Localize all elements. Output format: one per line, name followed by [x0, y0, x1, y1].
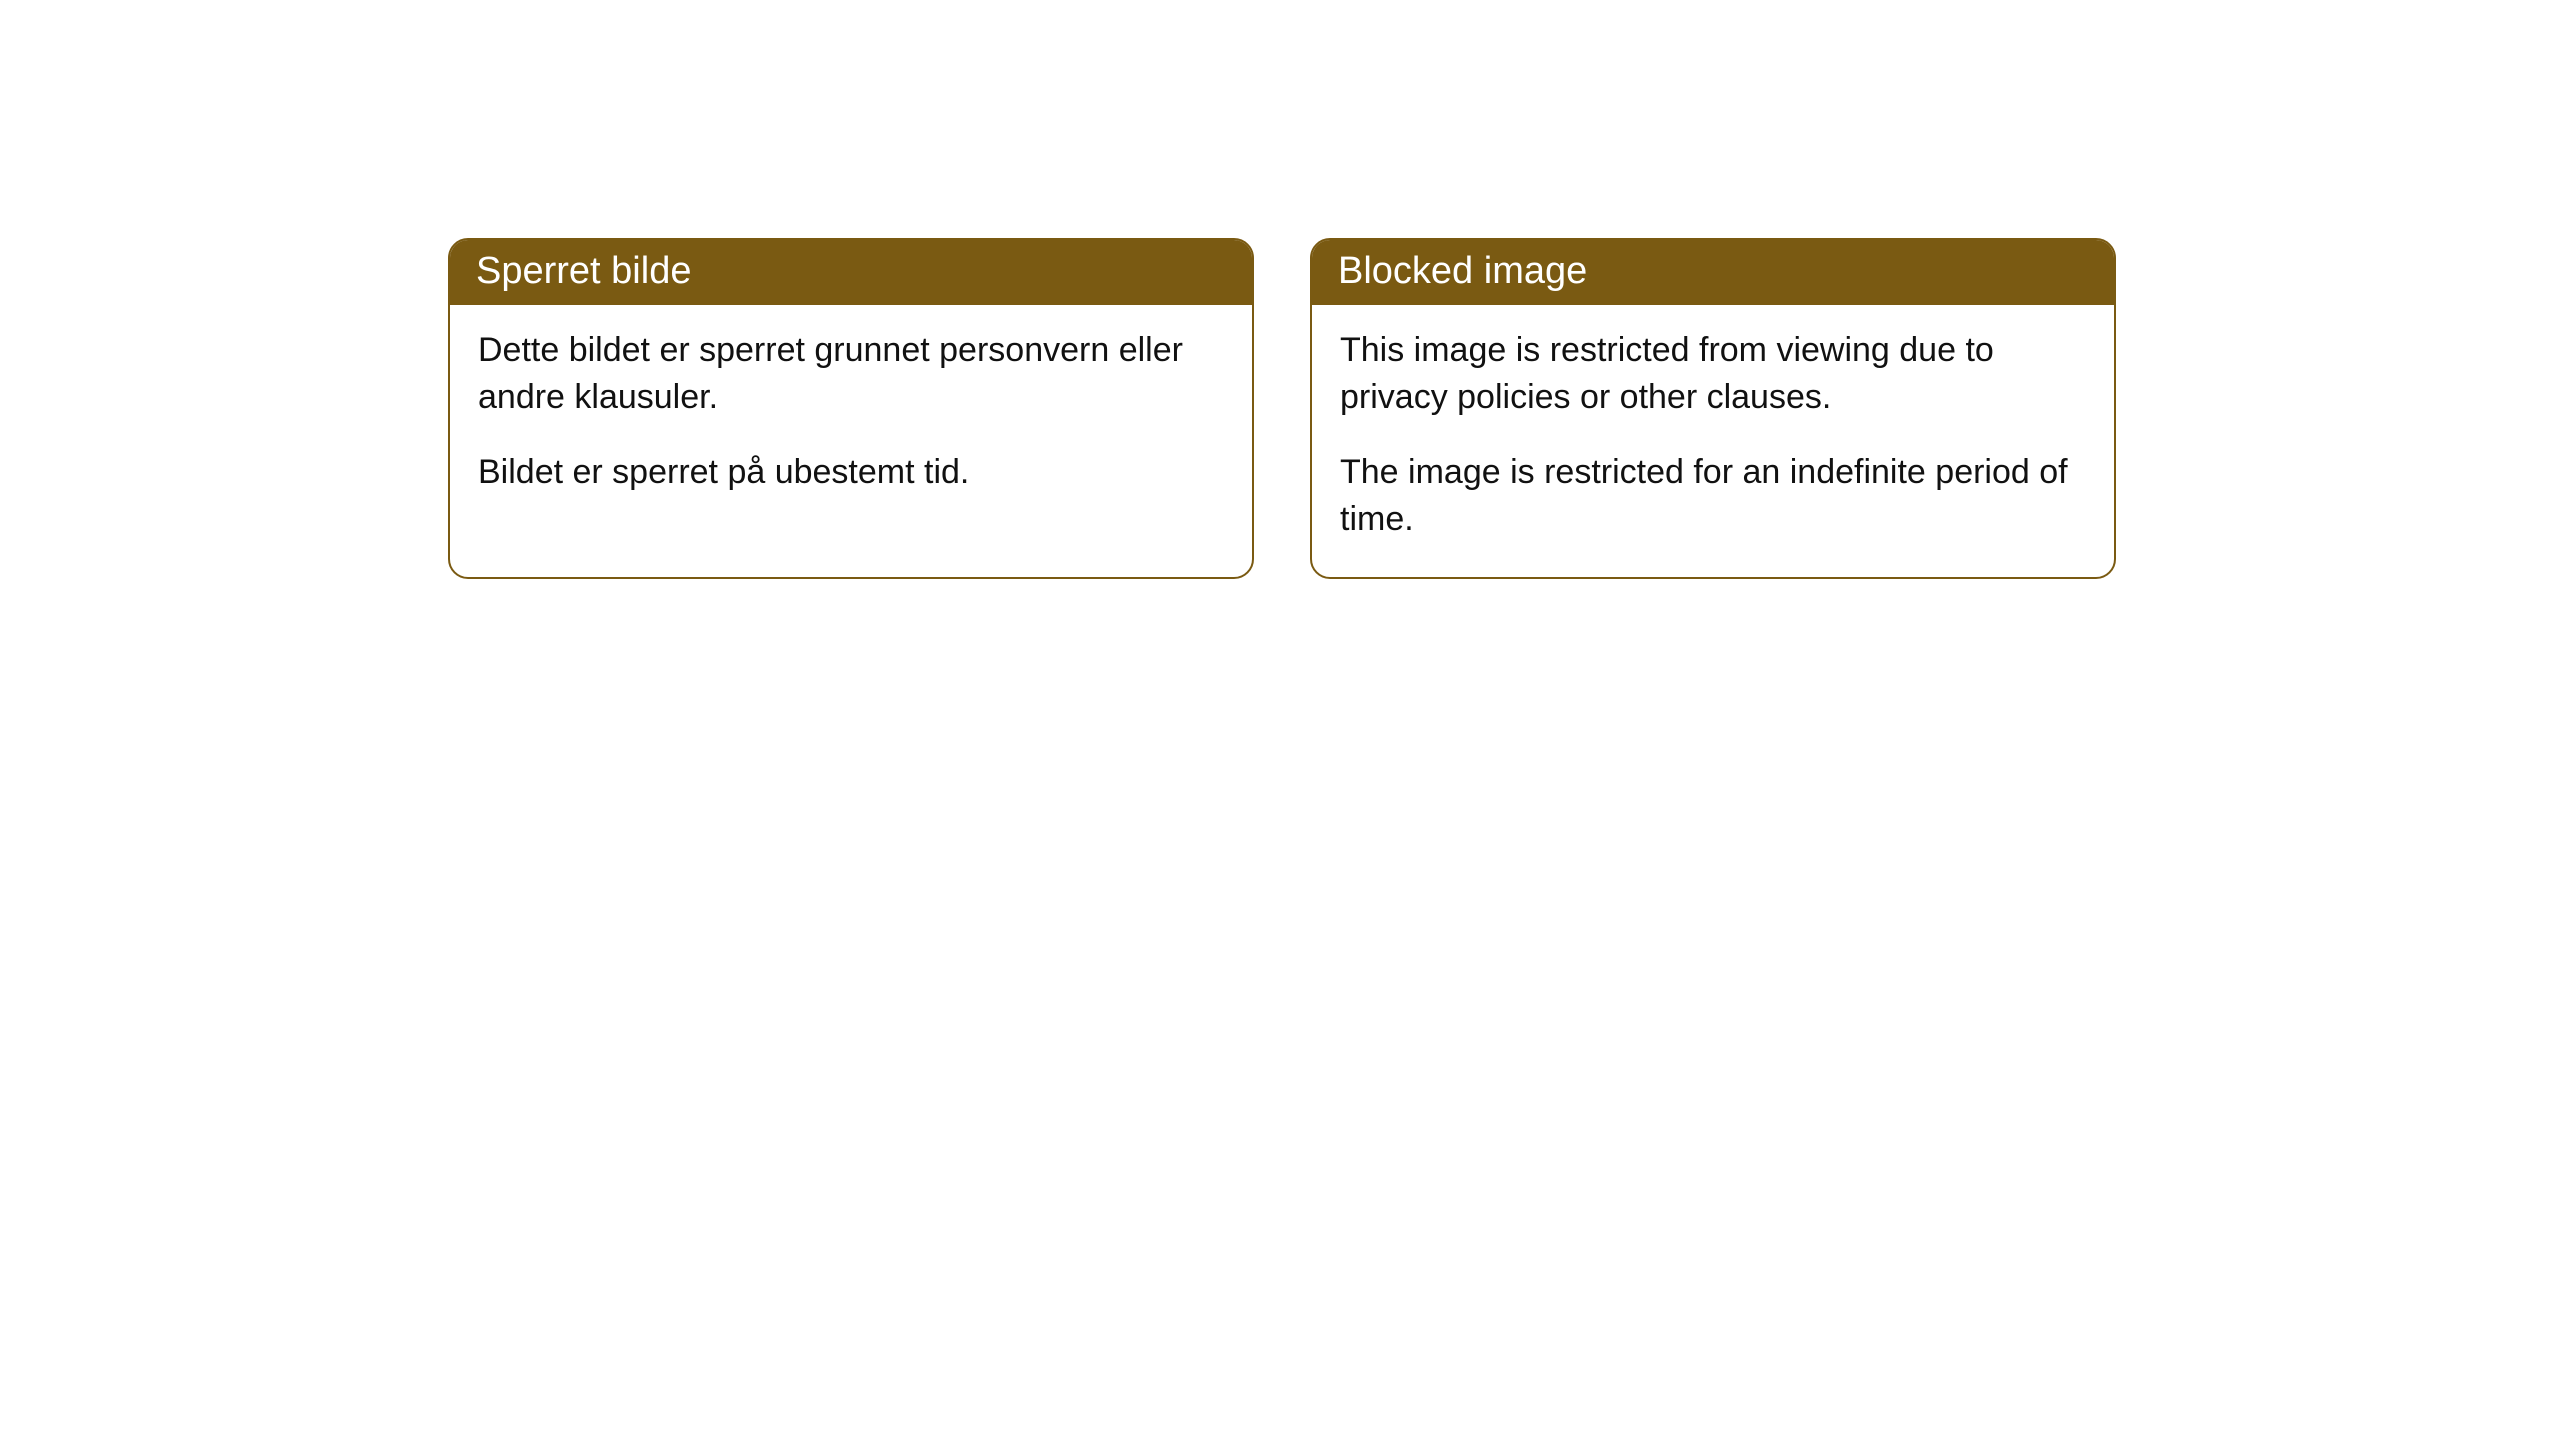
- card-paragraph: This image is restricted from viewing du…: [1340, 327, 2086, 421]
- card-title: Blocked image: [1338, 250, 1587, 292]
- card-paragraph: Bildet er sperret på ubestemt tid.: [478, 449, 1224, 496]
- notice-card-english: Blocked image This image is restricted f…: [1310, 238, 2116, 579]
- notice-card-norwegian: Sperret bilde Dette bildet er sperret gr…: [448, 238, 1254, 579]
- card-body: Dette bildet er sperret grunnet personve…: [450, 305, 1252, 530]
- card-paragraph: The image is restricted for an indefinit…: [1340, 449, 2086, 543]
- card-title: Sperret bilde: [476, 250, 691, 292]
- card-body: This image is restricted from viewing du…: [1312, 305, 2114, 577]
- notice-cards-container: Sperret bilde Dette bildet er sperret gr…: [448, 238, 2116, 579]
- card-paragraph: Dette bildet er sperret grunnet personve…: [478, 327, 1224, 421]
- card-header: Blocked image: [1312, 240, 2114, 305]
- card-header: Sperret bilde: [450, 240, 1252, 305]
